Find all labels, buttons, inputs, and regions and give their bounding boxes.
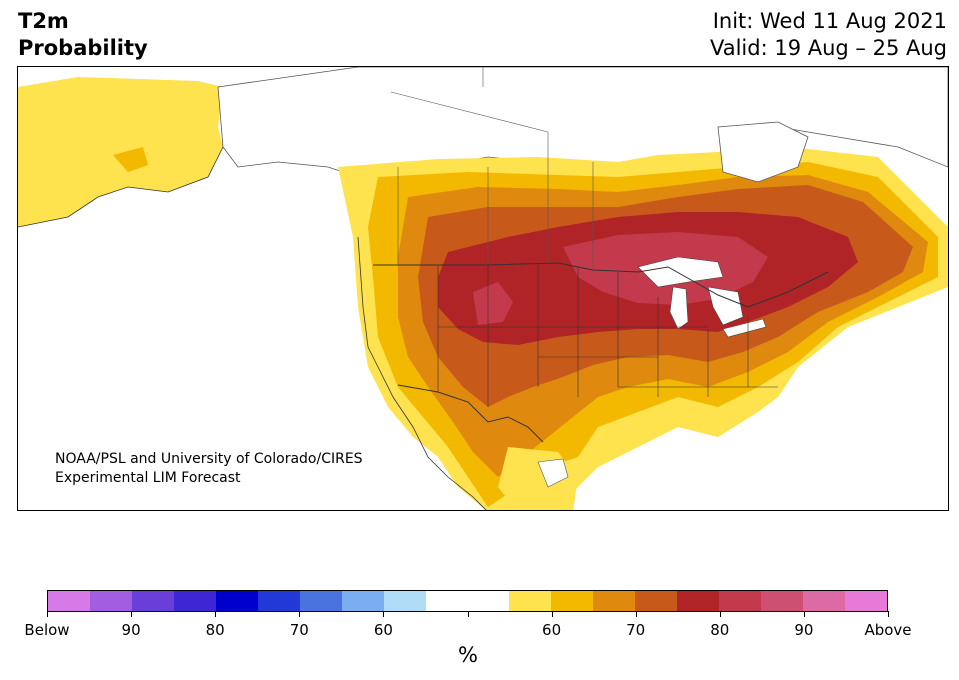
colorbar-tick-mark xyxy=(131,611,133,617)
colorbar-segment xyxy=(173,591,216,611)
colorbar-segment xyxy=(425,591,468,611)
colorbar-tick-label: Below xyxy=(24,621,70,639)
coastline xyxy=(357,236,487,510)
colorbar-segment xyxy=(467,591,510,611)
colorbar-tick-label: Above xyxy=(864,621,912,639)
colorbar-tick-mark xyxy=(215,611,217,617)
variable-label: T2m xyxy=(18,9,69,33)
lake-michigan xyxy=(669,286,689,330)
valid-range: Valid: 19 Aug – 25 Aug xyxy=(709,36,947,60)
title-block: T2m Probability xyxy=(18,8,148,62)
colorbar-segment xyxy=(215,591,258,611)
alaska-inner xyxy=(113,147,148,172)
colorbar-segment xyxy=(719,591,762,611)
colorbar-tick-label: 60 xyxy=(373,621,393,639)
colorbar-segment xyxy=(803,591,846,611)
colorbar-tick-mark xyxy=(635,611,637,617)
lake-superior xyxy=(637,256,724,288)
product-label: Probability xyxy=(18,36,148,60)
colorbar-tick-mark xyxy=(719,611,721,617)
colorbar-segment xyxy=(635,591,678,611)
colorbar-tick-mark xyxy=(47,611,48,617)
colorbar-tick-label: 90 xyxy=(121,621,141,639)
init-date: Init: Wed 11 Aug 2021 xyxy=(712,9,947,33)
colorbar-tick-mark xyxy=(383,611,385,617)
colorbar-tick-mark xyxy=(299,611,301,617)
colorbar-segment xyxy=(299,591,342,611)
date-block: Init: Wed 11 Aug 2021 Valid: 19 Aug – 25… xyxy=(710,8,947,62)
colorbar-tick-label: 90 xyxy=(794,621,814,639)
colorbar-segment xyxy=(89,591,132,611)
colorbar-segment xyxy=(593,591,636,611)
credit-line-2: Experimental LIM Forecast xyxy=(55,470,241,486)
colorbar-tick-label: 70 xyxy=(289,621,309,639)
colorbar-unit: % xyxy=(458,643,478,667)
credit-line-1: NOAA/PSL and University of Colorado/CIRE… xyxy=(55,451,363,467)
colorbar-tick-mark xyxy=(467,611,469,617)
colorbar-tick-label: 80 xyxy=(710,621,730,639)
colorbar-tick-mark xyxy=(803,611,805,617)
colorbar-tick-label: 80 xyxy=(205,621,225,639)
colorbar-segment xyxy=(677,591,720,611)
colorbar-segment xyxy=(383,591,426,611)
colorbar-segment xyxy=(341,591,384,611)
us-canada-border xyxy=(373,262,829,308)
colorbar-segment xyxy=(551,591,594,611)
state-lines xyxy=(437,263,778,407)
colorbar-tick-label: 60 xyxy=(542,621,562,639)
colorbar xyxy=(47,590,888,612)
colorbar-segment xyxy=(48,591,90,611)
lake-erie xyxy=(722,318,767,338)
alaska-coast xyxy=(18,146,224,228)
colorbar-tick-mark xyxy=(551,611,553,617)
colorbar-segment xyxy=(761,591,804,611)
hudson-bay xyxy=(717,121,809,183)
canada-province-lines xyxy=(390,67,594,270)
alaska-landmass xyxy=(18,77,223,227)
colorbar-segment xyxy=(131,591,174,611)
probability-map xyxy=(18,67,948,510)
credit-text: NOAA/PSL and University of Colorado/CIRE… xyxy=(55,450,363,488)
colorbar-segment xyxy=(509,591,552,611)
mexico-white xyxy=(537,458,569,488)
colorbar-segment xyxy=(257,591,300,611)
lake-huron xyxy=(707,286,744,326)
colorbar-segment xyxy=(845,591,888,611)
map-panel: NOAA/PSL and University of Colorado/CIRE… xyxy=(17,66,949,511)
colorbar-tick-label: 70 xyxy=(626,621,646,639)
colorbar-tick-mark xyxy=(888,611,889,617)
prob-90-west xyxy=(473,282,513,325)
